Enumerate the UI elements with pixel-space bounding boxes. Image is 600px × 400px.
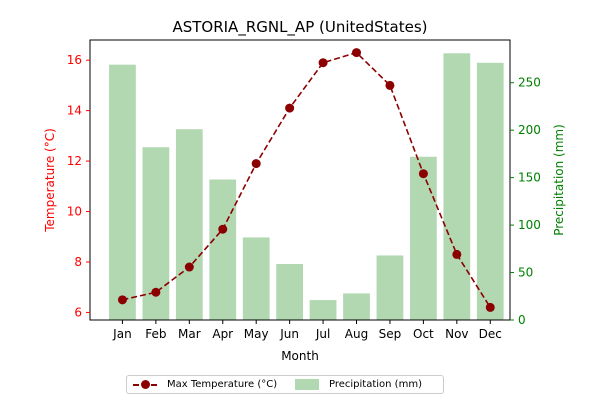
y-left-axis-ticks: 6 8 10 12 14 16 [67,53,90,319]
y-right-tick-label: 100 [518,218,541,232]
y-right-axis-ticks: 0 50 100 150 200 250 [510,76,541,327]
x-tick-label-jan: Jan [112,327,132,341]
y-right-tick-label: 150 [518,171,541,185]
y-right-tick-label: 250 [518,76,541,90]
legend-label-precipitation: Precipitation (mm) [329,379,422,390]
x-tick-label-feb: Feb [145,327,166,341]
bars-group [109,53,504,320]
legend-label-temperature: Max Temperature (°C) [167,379,278,390]
y-left-tick-label: 10 [67,205,82,219]
y-right-tick-label: 200 [518,123,541,137]
y-left-tick-label: 16 [67,53,82,67]
y-left-tick-label: 8 [74,255,82,269]
precip-bar-aug [343,293,370,320]
temperature-point-jan [117,295,127,305]
legend: Max Temperature (°C) Precipitation (mm) [126,375,444,394]
precip-bar-dec [476,62,504,320]
x-tick-label-sep: Sep [379,327,402,341]
x-axis-ticks: Jan Feb Mar Apr May Jun Jul Aug Sep Oct Nov Dec [112,320,502,341]
x-tick-label-dec: Dec [479,327,502,341]
x-tick-label-mar: Mar [178,327,201,341]
plot-frame [89,39,511,321]
precip-bar-apr [209,179,237,320]
temperature-point-apr [218,224,228,234]
temperature-point-aug [352,48,362,58]
x-tick-label-aug: Aug [345,327,368,341]
y-left-tick-label: 6 [74,305,82,319]
temperature-point-oct [418,169,428,179]
line-group [117,48,495,312]
legend-bar-swatch [295,379,319,390]
precip-bar-may [242,237,270,320]
x-tick-label-jun: Jun [279,327,299,341]
y-left-axis-label: Temperature (°C) [43,128,57,233]
temperature-point-jul [318,58,328,68]
x-axis-label: Month [281,349,319,363]
x-tick-label-jul: Jul [315,327,330,341]
precip-bar-mar [175,129,203,320]
precip-bar-sep [376,255,404,320]
y-right-tick-label: 50 [518,266,533,280]
temperature-point-nov [452,249,462,259]
temperature-point-mar [184,262,194,272]
x-tick-label-may: May [244,327,269,341]
y-left-tick-label: 12 [67,154,82,168]
temperature-point-may [251,159,261,169]
y-right-tick-label: 0 [518,313,526,327]
precip-bar-jan [109,64,136,320]
x-tick-label-apr: Apr [212,327,233,341]
precip-bar-oct [410,156,437,320]
temperature-point-jun [285,103,295,113]
precip-bar-nov [443,53,471,320]
temperature-point-dec [485,302,495,312]
chart-title: ASTORIA_RGNL_AP (UnitedStates) [172,18,427,37]
legend-marker [141,380,150,389]
y-right-axis-label: Precipitation (mm) [552,124,566,236]
precip-bar-jun [276,264,304,320]
temperature-point-sep [385,80,395,90]
y-left-tick-label: 14 [67,104,82,118]
temperature-point-feb [151,287,161,297]
x-tick-label-oct: Oct [413,327,434,341]
precip-bar-jul [309,300,337,320]
temperature-line [122,51,491,308]
x-tick-label-nov: Nov [445,327,468,341]
